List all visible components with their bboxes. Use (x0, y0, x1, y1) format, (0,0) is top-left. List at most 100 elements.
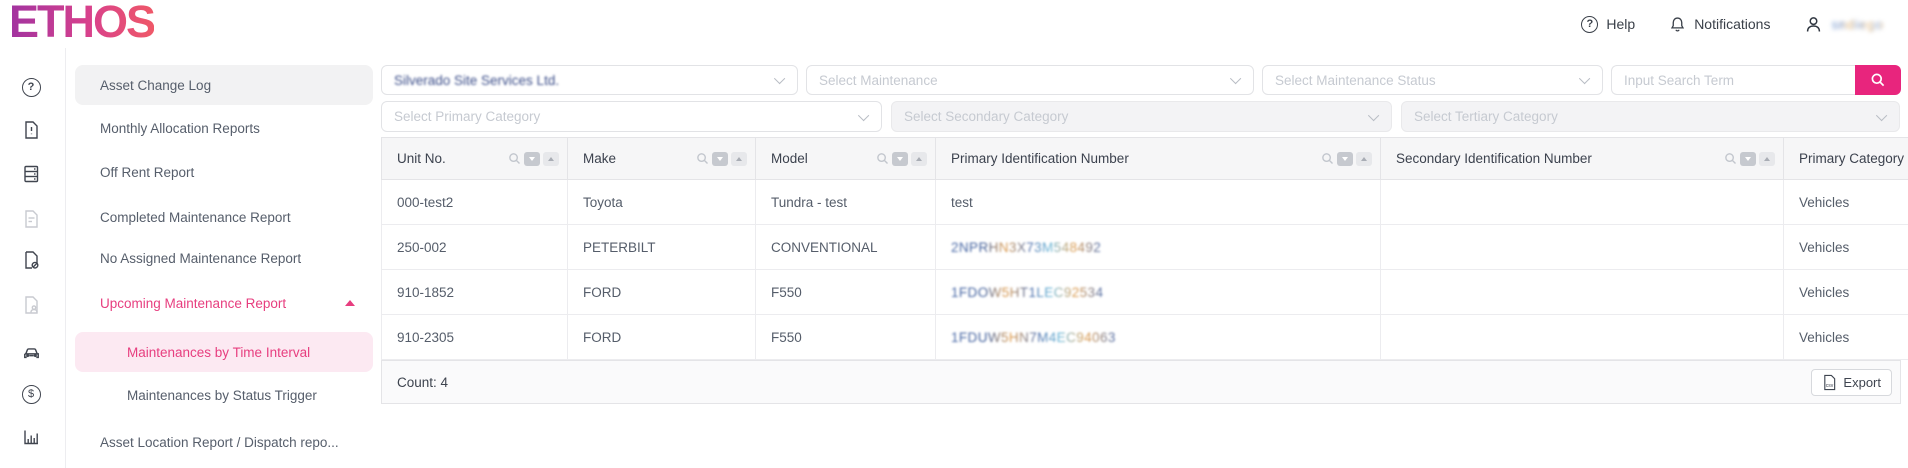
vin-redacted: 1FDOW5HT1LEC92534 (951, 284, 1104, 300)
column-label: Model (771, 151, 808, 166)
column-header-make: Make (568, 138, 756, 179)
company-dropdown[interactable]: Silverado Site Services Ltd. (381, 65, 798, 95)
column-search-icon[interactable] (1724, 152, 1737, 165)
table-header-row: Unit No. Make Model (381, 137, 1908, 180)
sidebar-item-label: Upcoming Maintenance Report (100, 295, 287, 311)
sidebar-item-label: Off Rent Report (100, 164, 195, 180)
table-row[interactable]: 250-002 PETERBILT CONVENTIONAL 2NPRHN3X7… (381, 225, 1908, 270)
table-row[interactable]: 000-test2 Toyota Tundra - test test Vehi… (381, 180, 1908, 225)
cell-model: F550 (756, 270, 936, 314)
upcoming-report-icon[interactable] (19, 293, 43, 317)
column-label: Secondary Identification Number (1396, 151, 1592, 166)
cell-secondary-id (1381, 180, 1784, 224)
cell-primary-category: Vehicles (1784, 315, 1908, 359)
sort-asc-button[interactable] (543, 151, 559, 166)
sidebar-item-asset-location-report[interactable]: Asset Location Report / Dispatch repo... (75, 422, 373, 462)
column-search-icon[interactable] (876, 152, 889, 165)
analytics-icon[interactable] (19, 425, 43, 449)
sort-asc-button[interactable] (1356, 151, 1372, 166)
sort-desc-button[interactable] (1740, 151, 1756, 166)
cell-primary-id: 2NPRHN3X73M548492 (936, 225, 1381, 269)
tertiary-category-dropdown[interactable]: Select Tertiary Category (1401, 101, 1900, 132)
column-search-icon[interactable] (696, 152, 709, 165)
help-button[interactable]: ? Help (1581, 15, 1636, 33)
sort-desc-button[interactable] (892, 151, 908, 166)
export-button[interactable]: csv Export (1811, 368, 1892, 396)
sort-desc-button[interactable] (712, 151, 728, 166)
maintenance-status-dropdown[interactable]: Select Maintenance Status (1262, 65, 1603, 95)
sort-asc-button[interactable] (731, 151, 747, 166)
sidebar-item-label: No Assigned Maintenance Report (100, 250, 302, 266)
topbar: ETHOS ? Help Notifications sndiego (0, 0, 1908, 48)
billing-icon[interactable]: $ (19, 382, 43, 406)
notifications-button[interactable]: Notifications (1669, 16, 1770, 33)
export-label: Export (1843, 374, 1881, 390)
notifications-label: Notifications (1694, 16, 1771, 32)
row-count: Count: 4 (397, 374, 449, 390)
vehicle-icon[interactable] (19, 340, 43, 364)
report-file-icon[interactable] (19, 118, 43, 142)
table-row[interactable]: 910-1852 FORD F550 1FDOW5HT1LEC92534 Veh… (381, 270, 1908, 315)
cell-secondary-id (1381, 270, 1784, 314)
sidebar-item-maintenances-status-trigger[interactable]: Maintenances by Status Trigger (75, 375, 373, 415)
user-icon (1804, 15, 1823, 34)
cell-primary-category: Vehicles (1784, 270, 1908, 314)
search-input[interactable] (1611, 65, 1855, 95)
cell-make: FORD (568, 315, 756, 359)
table-footer: Count: 4 csv Export (381, 360, 1901, 404)
sidebar-item-label: Monthly Allocation Reports (100, 120, 260, 136)
column-label: Primary Category (1799, 151, 1905, 166)
topbar-actions: ? Help Notifications sndiego (1581, 0, 1884, 48)
secondary-category-dropdown[interactable]: Select Secondary Category (891, 101, 1392, 132)
column-search-icon[interactable] (508, 152, 521, 165)
table-row[interactable]: 910-2305 FORD F550 1FDUW5HN7M4EC94063 Ve… (381, 315, 1908, 360)
column-label: Primary Identification Number (951, 151, 1129, 166)
sort-desc-button[interactable] (1337, 151, 1353, 166)
sidebar-item-upcoming-maintenance[interactable]: Upcoming Maintenance Report (75, 283, 373, 323)
cell-model: Tundra - test (756, 180, 936, 224)
column-header-model: Model (756, 138, 936, 179)
asset-list-icon[interactable] (19, 162, 43, 186)
help-circle-icon[interactable]: ? (19, 75, 43, 99)
user-menu[interactable]: sndiego (1804, 15, 1884, 34)
sidebar-item-label: Maintenances by Status Trigger (127, 387, 317, 403)
vin-redacted: 1FDUW5HN7M4EC94063 (951, 329, 1116, 345)
secondary-category-placeholder: Select Secondary Category (904, 109, 1069, 124)
sidebar-item-no-assigned-maintenance[interactable]: No Assigned Maintenance Report (75, 238, 373, 278)
completed-report-icon[interactable] (19, 207, 43, 231)
sidebar-item-completed-maintenance[interactable]: Completed Maintenance Report (75, 197, 373, 237)
cell-unit-no: 000-test2 (382, 180, 568, 224)
chevron-up-icon[interactable] (345, 300, 355, 306)
column-search-icon[interactable] (1321, 152, 1334, 165)
sidebar-item-monthly-allocation[interactable]: Monthly Allocation Reports (75, 108, 373, 148)
sidebar-item-off-rent-report[interactable]: Off Rent Report (75, 152, 373, 192)
column-label: Unit No. (397, 151, 446, 166)
no-assigned-report-icon[interactable] (19, 248, 43, 272)
search-button[interactable] (1855, 65, 1901, 95)
maintenance-table: Unit No. Make Model (381, 137, 1908, 404)
tertiary-category-placeholder: Select Tertiary Category (1414, 109, 1558, 124)
icon-rail: ? $ (0, 48, 66, 468)
sidebar-item-asset-change-log[interactable]: Asset Change Log (75, 65, 373, 105)
primary-category-dropdown[interactable]: Select Primary Category (381, 101, 882, 132)
column-header-primary-id: Primary Identification Number (936, 138, 1381, 179)
sidebar-item-label: Asset Change Log (100, 77, 212, 93)
sort-desc-button[interactable] (524, 151, 540, 166)
help-label: Help (1606, 16, 1636, 32)
sidebar-item-maintenances-time-interval[interactable]: Maintenances by Time Interval (75, 332, 373, 372)
sidebar-menu: Asset Change Log Monthly Allocation Repo… (75, 48, 377, 468)
search-icon (1870, 72, 1886, 88)
cell-secondary-id (1381, 225, 1784, 269)
maintenance-dropdown[interactable]: Select Maintenance (806, 65, 1254, 95)
cell-make: Toyota (568, 180, 756, 224)
cell-primary-category: Vehicles (1784, 180, 1908, 224)
sort-asc-button[interactable] (1759, 151, 1775, 166)
primary-category-placeholder: Select Primary Category (394, 109, 541, 124)
sort-asc-button[interactable] (911, 151, 927, 166)
cell-unit-no: 910-1852 (382, 270, 568, 314)
cell-primary-id: 1FDUW5HN7M4EC94063 (936, 315, 1381, 359)
username-redacted: sndiego (1831, 16, 1884, 32)
sidebar-item-label: Completed Maintenance Report (100, 209, 291, 225)
help-icon: ? (1581, 15, 1599, 33)
cell-primary-category: Vehicles (1784, 225, 1908, 269)
